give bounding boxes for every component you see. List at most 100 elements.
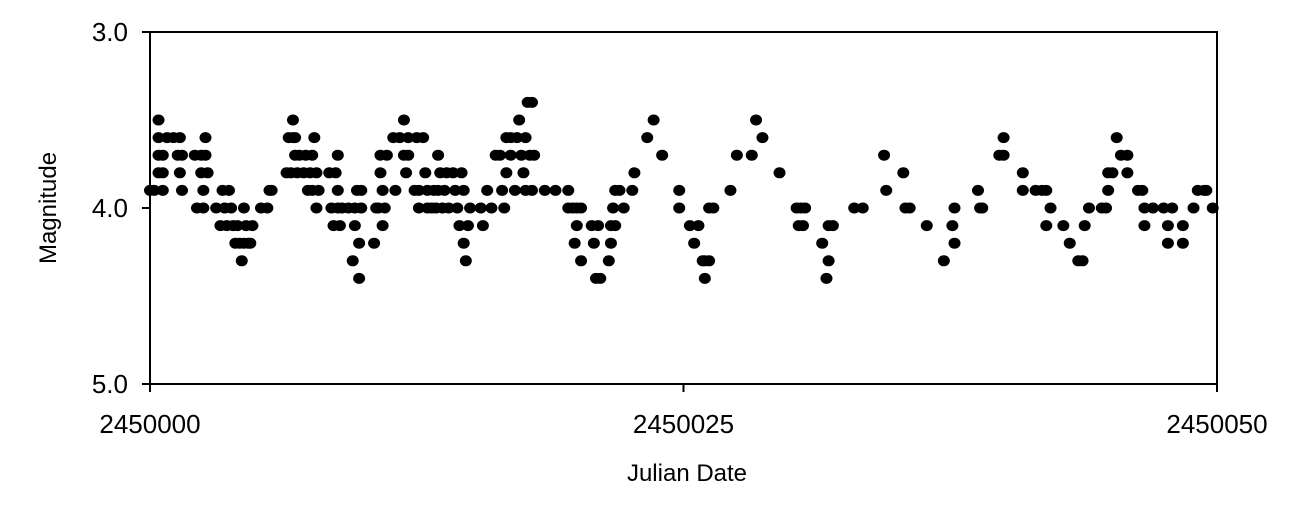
data-point	[647, 114, 660, 126]
data-point	[692, 220, 705, 232]
data-point	[496, 184, 509, 196]
data-point	[225, 202, 238, 214]
data-point	[457, 184, 470, 196]
data-point	[1016, 184, 1029, 196]
data-point	[538, 184, 551, 196]
data-point	[513, 114, 526, 126]
data-point	[333, 220, 346, 232]
data-point	[756, 132, 769, 144]
data-point	[1121, 167, 1134, 179]
data-point	[903, 202, 916, 214]
data-point	[575, 202, 588, 214]
data-point	[878, 149, 891, 161]
data-point	[607, 202, 620, 214]
data-point	[880, 184, 893, 196]
data-point	[312, 184, 325, 196]
data-point	[376, 184, 389, 196]
data-point	[453, 220, 466, 232]
data-point	[1161, 237, 1174, 249]
y-axis-title: Magnitude	[35, 152, 62, 264]
data-point	[244, 237, 257, 249]
data-point	[528, 149, 541, 161]
data-point	[412, 202, 425, 214]
data-point	[331, 149, 344, 161]
data-point	[197, 202, 210, 214]
data-point	[683, 220, 696, 232]
data-point	[1078, 220, 1091, 232]
data-point	[517, 167, 530, 179]
data-point	[724, 184, 737, 196]
data-point	[265, 184, 278, 196]
data-point	[822, 255, 835, 267]
data-point	[515, 149, 528, 161]
data-point	[971, 184, 984, 196]
data-point	[355, 202, 368, 214]
data-point	[1146, 202, 1159, 214]
data-points	[144, 96, 1219, 284]
data-point	[549, 184, 562, 196]
data-point	[602, 255, 615, 267]
data-point	[393, 132, 406, 144]
data-point	[1161, 220, 1174, 232]
data-point	[750, 114, 763, 126]
data-point	[289, 132, 302, 144]
data-point	[587, 237, 600, 249]
data-point	[1136, 184, 1149, 196]
data-point	[197, 184, 210, 196]
data-point	[1082, 202, 1095, 214]
data-point	[156, 167, 169, 179]
data-point	[703, 255, 716, 267]
data-point	[688, 237, 701, 249]
data-point	[397, 114, 410, 126]
data-point	[504, 149, 517, 161]
data-point	[376, 220, 389, 232]
data-point	[628, 167, 641, 179]
data-point	[447, 167, 460, 179]
data-point	[1100, 202, 1113, 214]
data-point	[402, 132, 415, 144]
data-point	[609, 220, 622, 232]
data-point	[613, 184, 626, 196]
data-point	[948, 202, 961, 214]
data-point	[508, 184, 521, 196]
data-point	[997, 132, 1010, 144]
y-tick-label: 3.0	[92, 17, 128, 47]
data-point	[474, 202, 487, 214]
data-point	[1040, 220, 1053, 232]
data-point	[419, 167, 432, 179]
data-point	[568, 237, 581, 249]
data-point	[449, 184, 462, 196]
data-point	[673, 184, 686, 196]
data-point	[402, 149, 415, 161]
data-point	[948, 237, 961, 249]
data-point	[1040, 184, 1053, 196]
data-point	[604, 237, 617, 249]
data-point	[1063, 237, 1076, 249]
data-point	[485, 202, 498, 214]
data-point	[816, 237, 829, 249]
data-point	[897, 167, 910, 179]
data-point	[310, 167, 323, 179]
data-point	[1138, 220, 1151, 232]
data-point	[451, 202, 464, 214]
data-point	[261, 202, 274, 214]
data-point	[575, 255, 588, 267]
data-point	[481, 184, 494, 196]
data-point	[594, 272, 607, 284]
data-point	[329, 167, 342, 179]
data-point	[308, 132, 321, 144]
data-point	[400, 167, 413, 179]
data-point	[235, 255, 248, 267]
data-point	[173, 167, 186, 179]
x-axis-title: Julian Date	[627, 460, 747, 487]
data-point	[1102, 184, 1115, 196]
data-point	[1157, 202, 1170, 214]
data-point	[310, 202, 323, 214]
data-point	[1076, 255, 1089, 267]
data-point	[286, 114, 299, 126]
data-point	[1187, 202, 1200, 214]
data-point	[730, 149, 743, 161]
data-point	[210, 202, 223, 214]
data-point	[442, 202, 455, 214]
data-point	[570, 220, 583, 232]
